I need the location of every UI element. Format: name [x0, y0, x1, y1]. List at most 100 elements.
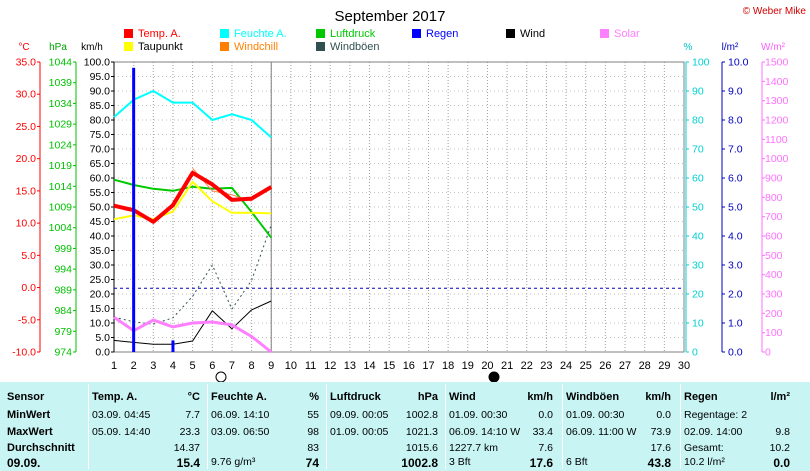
temp-tick-label: 35.0	[16, 57, 37, 69]
press-tick-label: 1009	[49, 202, 73, 214]
day-label: 2	[131, 360, 137, 372]
table-value: 83	[307, 442, 319, 454]
wind-tick-label: 90.0	[90, 86, 111, 98]
wind-tick-label: 45.0	[90, 216, 111, 228]
day-label: 23	[540, 360, 552, 372]
press-unit: hPa	[49, 42, 67, 53]
press-tick-label: 1014	[49, 181, 73, 193]
day-label: 27	[619, 360, 631, 372]
hum-tick-label: 100	[692, 57, 710, 69]
day-label: 7	[229, 360, 235, 372]
day-label: 24	[560, 360, 572, 372]
series-temp-a-	[113, 170, 273, 224]
table-divider	[326, 384, 327, 469]
day-label: 10	[285, 360, 297, 372]
day-label: 28	[639, 360, 651, 372]
series-solar	[113, 315, 273, 354]
rain-tick-label: 8.0	[728, 115, 743, 127]
table-value: 33.4	[532, 426, 553, 438]
legend-swatch	[316, 42, 325, 51]
legend-label: Temp. A.	[138, 28, 181, 40]
day-label: 12	[324, 360, 336, 372]
day-label: 9	[268, 360, 274, 372]
moon-phase-icons	[215, 371, 500, 382]
press-tick-label: 989	[54, 284, 72, 296]
table-cell: 03.09. 04:45	[92, 409, 151, 421]
temp-tick-label: 0.0	[21, 282, 36, 294]
legend-label: Regen	[426, 28, 458, 40]
legend-label: Solar	[614, 28, 640, 40]
wind-tick-label: 55.0	[90, 187, 111, 199]
legend-label: Feuchte A.	[234, 28, 287, 40]
table-header: Wind	[449, 391, 476, 403]
solar-tick-label: 1400	[765, 76, 789, 88]
hum-tick-label: 90	[692, 86, 704, 98]
day-label: 17	[422, 360, 434, 372]
rain-unit: l/m²	[722, 42, 739, 53]
temp-tick-label: -5.0	[18, 314, 36, 326]
wind-tick-label: 70.0	[90, 144, 111, 156]
table-value: 43.8	[647, 456, 671, 470]
rain-tick-label: 5.0	[728, 202, 743, 214]
table-header: Sensor	[7, 391, 45, 403]
table-value: 7.7	[185, 409, 200, 421]
day-label: 30	[678, 360, 690, 372]
table-value: 1002.8	[401, 456, 438, 470]
day-label: 5	[190, 360, 196, 372]
table-value: 9.8	[775, 426, 790, 438]
temp-tick-label: -10.0	[12, 347, 36, 359]
chart-legend: Temp. A. Feuchte A. Luftdruck Regen Wind Sola…	[124, 28, 640, 53]
table-cell: 3 Bft	[449, 456, 471, 468]
table-value: 55	[307, 409, 319, 421]
press-tick-label: 994	[54, 264, 72, 276]
table-cell: 06.09. 14:10	[211, 409, 270, 421]
legend-swatch	[316, 29, 325, 38]
table-value: 0.0	[538, 409, 553, 421]
wind-tick-label: 30.0	[90, 260, 111, 272]
day-label: 16	[403, 360, 415, 372]
table-cell: 06.09. 11:00 W	[566, 426, 637, 438]
legend-swatch	[220, 42, 229, 51]
solar-tick-label: 1200	[765, 115, 789, 127]
rain-bar	[171, 340, 175, 352]
press-tick-label: 974	[54, 347, 72, 359]
table-cell: 1227.7 km	[449, 442, 499, 454]
rain-tick-label: 3.0	[728, 260, 743, 272]
wind-tick-label: 0.0	[95, 347, 110, 359]
day-label: 18	[442, 360, 454, 372]
hum-unit: %	[684, 42, 693, 53]
day-label: 1	[111, 360, 117, 372]
day-label: 6	[209, 360, 215, 372]
wind-unit: km/h	[81, 42, 103, 53]
wind-tick-label: 50.0	[90, 202, 111, 214]
table-row-label: 09.09.	[7, 456, 41, 470]
wind-tick-label: 95.0	[90, 71, 111, 83]
rain-tick-label: 4.0	[728, 231, 743, 243]
rain-tick-label: 1.0	[728, 318, 743, 330]
hum-tick-label: 20	[692, 289, 704, 301]
press-tick-label: 1024	[49, 139, 73, 151]
solar-tick-label: 900	[765, 173, 783, 185]
temp-unit: °C	[18, 42, 29, 53]
hum-tick-label: 40	[692, 231, 704, 243]
wind-tick-label: 85.0	[90, 100, 111, 112]
table-cell: 02.09. 14:00	[684, 426, 743, 438]
legend-swatch	[124, 29, 133, 38]
day-label: 13	[344, 360, 356, 372]
table-cell: 10.2 l/m²	[684, 456, 725, 468]
table-cell: 09.09. 00:05	[330, 409, 389, 421]
table-cell: 01.09. 00:05	[330, 426, 389, 438]
wind-tick-label: 40.0	[90, 231, 111, 243]
day-label: 25	[580, 360, 592, 372]
table-cell: 06.09. 14:10 W	[449, 426, 521, 438]
table-cell: 05.09. 14:40	[92, 426, 151, 438]
solar-tick-label: 1500	[765, 57, 789, 69]
table-value: 23.3	[179, 426, 200, 438]
statistics-table: Sensor Temp. A. °C Feuchte A.% Luftdruck hPa W…	[0, 382, 810, 471]
axes: 35.030.025.020.015.010.05.00.0-5.0-10.01…	[12, 57, 788, 373]
solar-tick-label: 0	[765, 347, 771, 359]
weather-chart: September 2017 © Weber Mike Temp. A. Feuc…	[12, 6, 807, 382]
series-windb-en	[113, 224, 272, 325]
table-divider	[562, 384, 563, 469]
solar-unit: W/m²	[761, 42, 786, 53]
